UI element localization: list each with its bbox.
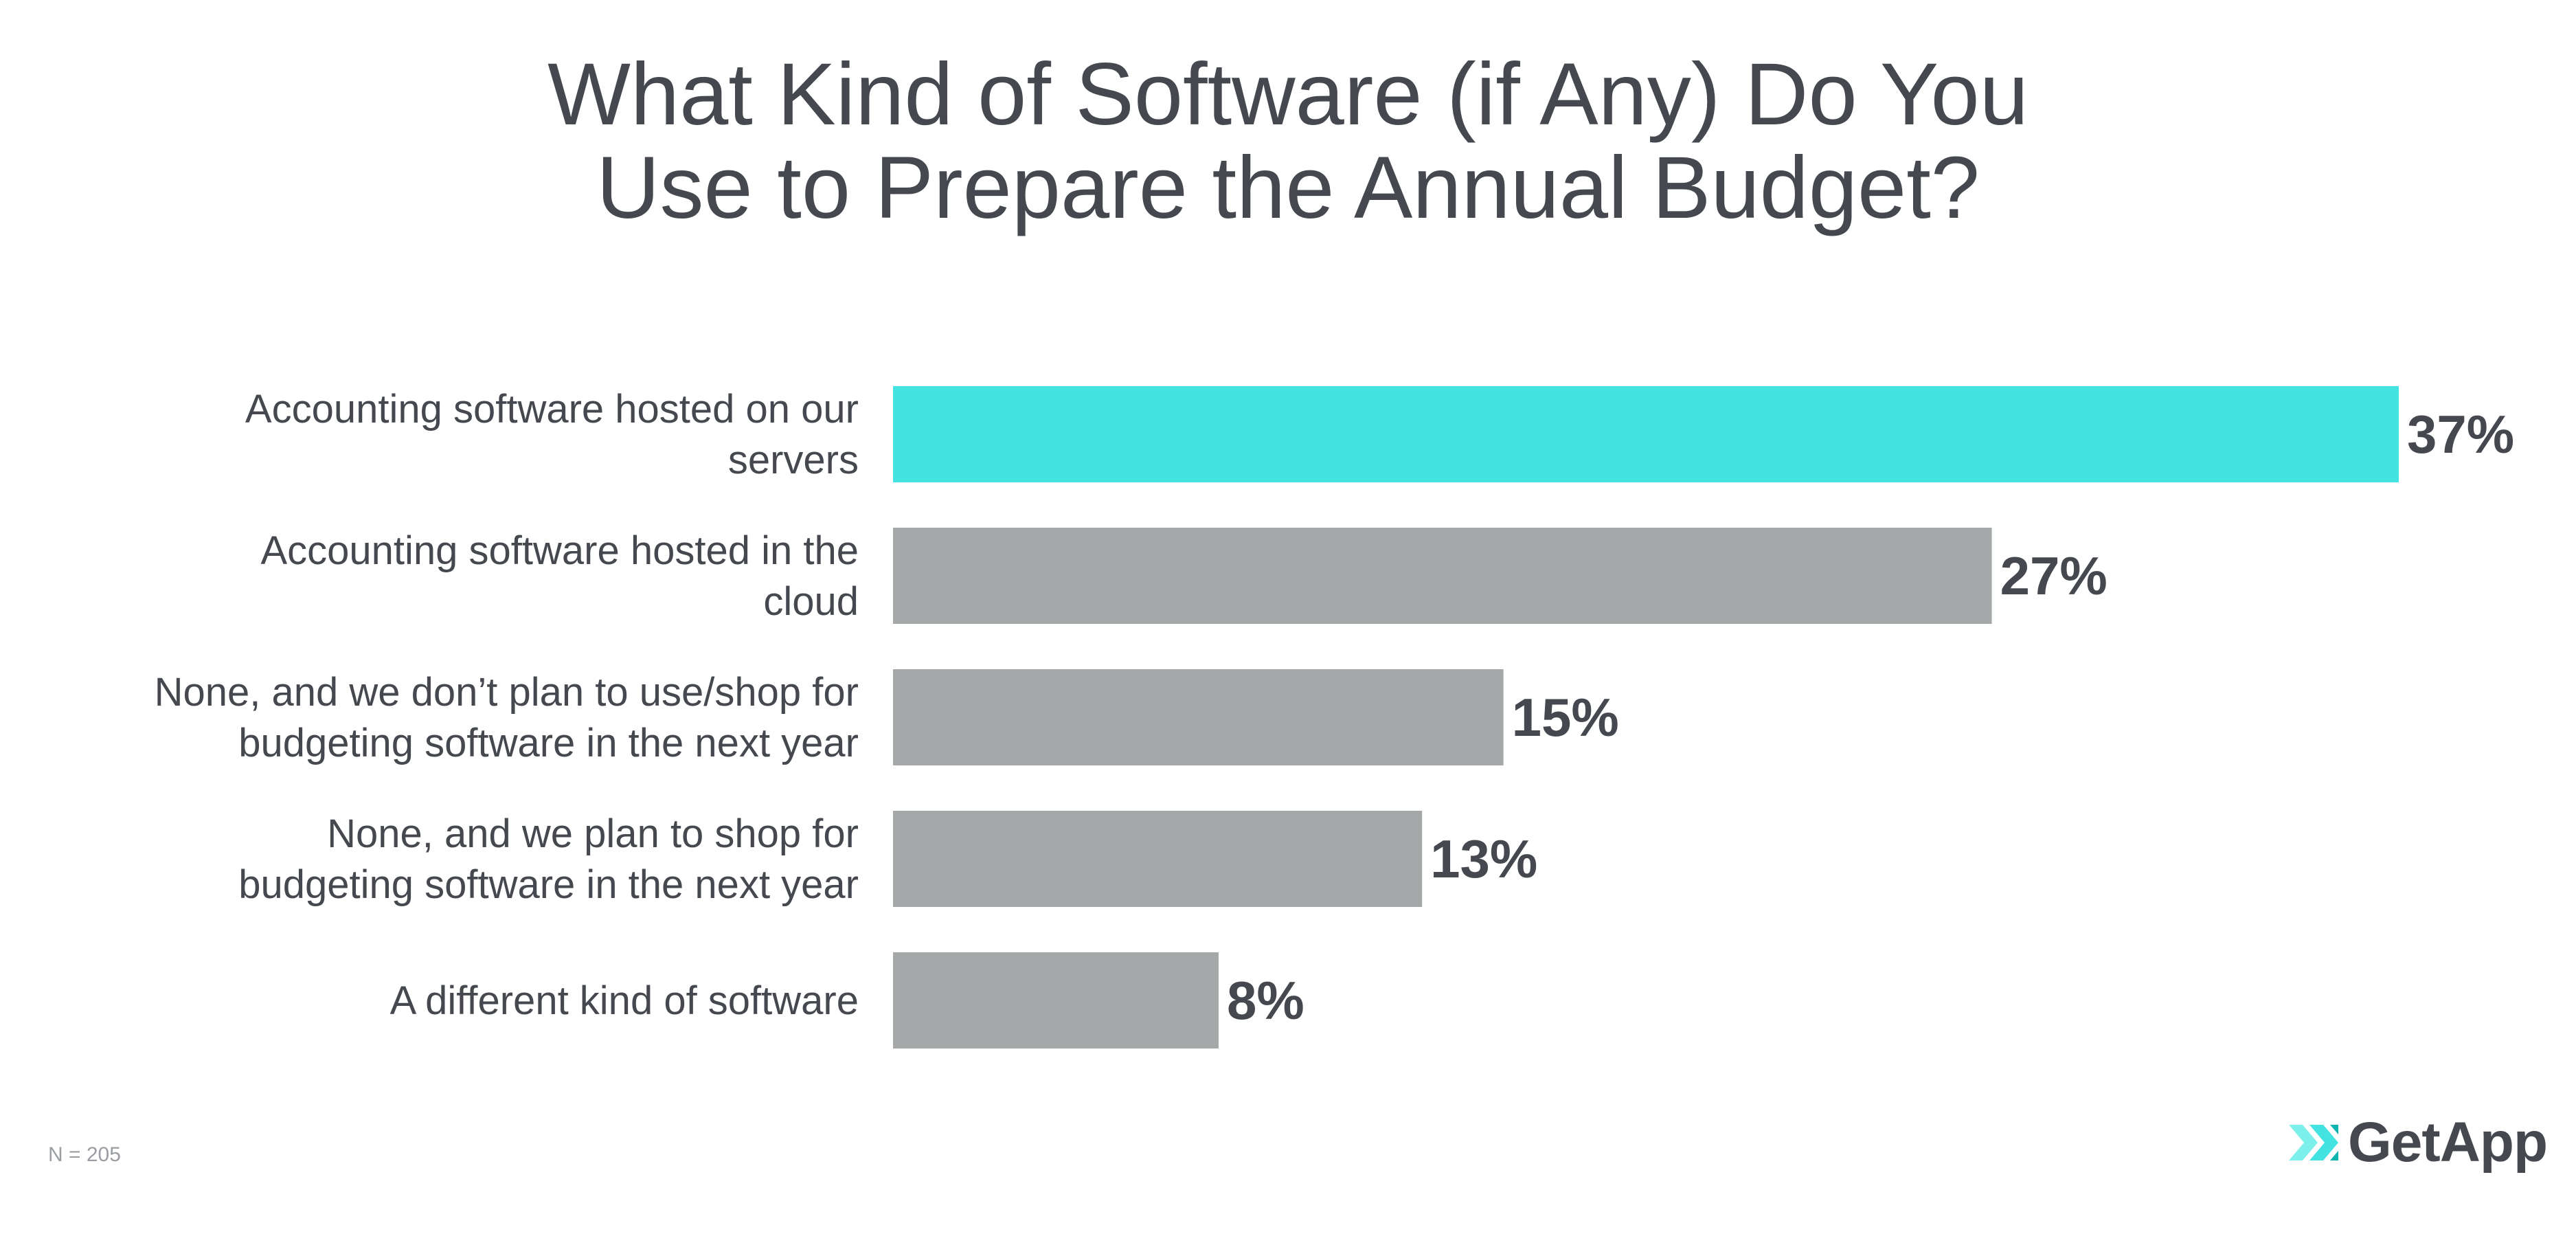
category-label-3-line-1: None, and we don’t plan to use/shop for bbox=[155, 670, 859, 715]
bar-value-label-5: 8% bbox=[1227, 970, 1304, 1031]
bar-4 bbox=[893, 811, 1423, 907]
sample-size-footnote: N = 205 bbox=[48, 1143, 121, 1166]
category-label-4: None, and we plan to shop for budgeting s… bbox=[238, 811, 859, 907]
category-label-2-line-2: cloud bbox=[763, 579, 859, 624]
bar-value-label-4: 13% bbox=[1430, 829, 1537, 889]
bar-1 bbox=[893, 386, 2399, 482]
getapp-chevrons-icon bbox=[2289, 1125, 2338, 1160]
getapp-logo-text: GetApp bbox=[2348, 1111, 2548, 1174]
chart-title: What Kind of Software (if Any) Do You Us… bbox=[0, 48, 2576, 235]
bar-value-label-1: 37% bbox=[2407, 404, 2514, 464]
category-label-2-line-1: Accounting software hosted in the bbox=[260, 528, 859, 573]
bar-2 bbox=[893, 528, 1992, 624]
category-label-1-line-2: servers bbox=[728, 438, 859, 482]
getapp-logo: GetApp bbox=[2267, 1111, 2548, 1174]
chart-title-line-2: Use to Prepare the Annual Budget? bbox=[596, 139, 1980, 237]
category-label-1: Accounting software hosted on our servers bbox=[245, 387, 859, 482]
bar-3 bbox=[893, 669, 1504, 765]
category-label-3-line-2: budgeting software in the next year bbox=[238, 721, 859, 765]
category-label-5-line-1: A different kind of software bbox=[390, 978, 859, 1023]
category-label-4-line-1: None, and we plan to shop for bbox=[327, 811, 859, 856]
bar-5 bbox=[893, 952, 1219, 1048]
category-label-5: A different kind of software bbox=[390, 978, 859, 1023]
category-label-2: Accounting software hosted in the cloud bbox=[260, 528, 859, 624]
bar-value-label-3: 15% bbox=[1512, 687, 1619, 748]
category-label-1-line-1: Accounting software hosted on our bbox=[245, 387, 859, 431]
bar-value-label-2: 27% bbox=[2000, 546, 2108, 606]
chart-title-line-1: What Kind of Software (if Any) Do You bbox=[547, 45, 2029, 144]
category-label-3: None, and we don’t plan to use/shop for b… bbox=[155, 670, 859, 765]
category-label-4-line-2: budgeting software in the next year bbox=[238, 862, 859, 907]
